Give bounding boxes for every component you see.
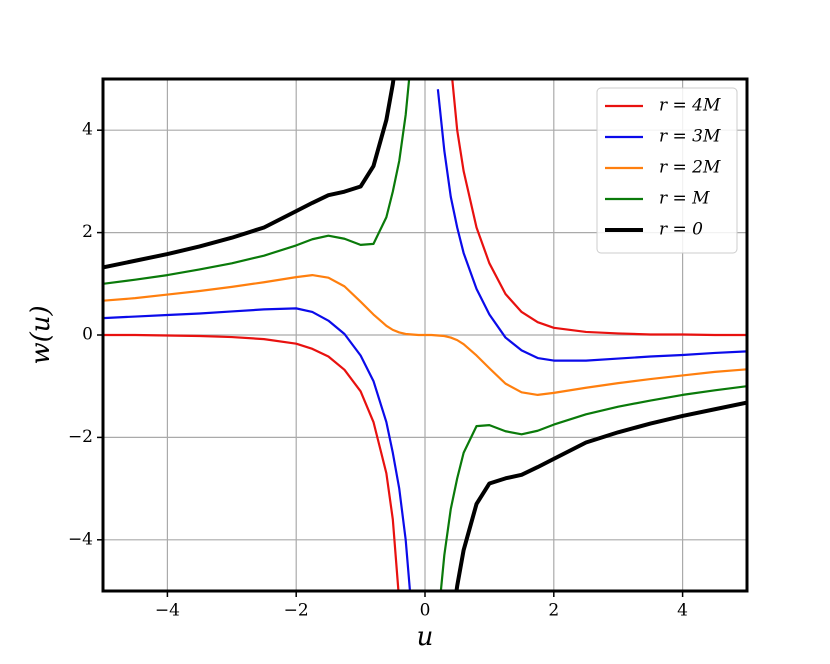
x-axis-label: u	[417, 622, 434, 652]
x-tick-label: 4	[677, 601, 688, 621]
legend-label: r = M	[659, 189, 710, 209]
series-line	[103, 79, 747, 591]
series-line	[103, 79, 747, 591]
y-tick-label: 2	[82, 222, 93, 242]
ticks: −4 −2 0 2 4 −4 −2 0 2 4	[68, 120, 688, 621]
lines	[103, 79, 747, 591]
series-line	[103, 274, 747, 396]
y-tick-label: −4	[68, 529, 93, 549]
series-line	[103, 79, 747, 591]
legend-label: r = 2M	[659, 158, 721, 178]
y-tick-label: 4	[82, 120, 93, 140]
legend: r = 4M r = 3M r = 2M r = M r = 0	[596, 87, 738, 254]
legend-box	[596, 87, 738, 254]
legend-label: r = 0	[659, 220, 703, 240]
y-tick-label: 0	[82, 325, 93, 345]
y-tick-label: −2	[68, 427, 93, 447]
legend-label: r = 4M	[659, 96, 721, 116]
x-tick-label: 2	[548, 601, 559, 621]
y-axis-label: w(u)	[26, 305, 56, 364]
legend-label: r = 3M	[659, 127, 721, 147]
x-tick-label: 0	[420, 601, 431, 621]
series-line	[103, 89, 747, 591]
x-tick-label: −4	[155, 601, 180, 621]
x-tick-label: −2	[284, 601, 309, 621]
